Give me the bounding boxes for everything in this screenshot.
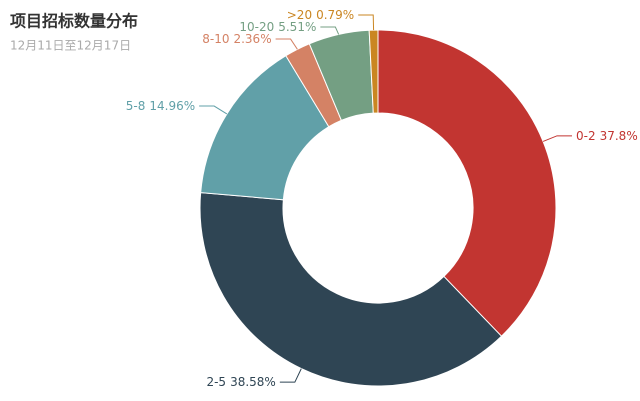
slice-label: 10-20 5.51% [239, 20, 316, 34]
slice [377, 29, 557, 337]
leader-line [279, 368, 302, 383]
category-label: 8-10 [202, 32, 229, 46]
leader-line [320, 26, 340, 35]
leader-line [275, 38, 298, 50]
slice [200, 55, 330, 201]
chart-subtitle: 12月11日至12月17日 [10, 39, 131, 53]
slice-label: 2-5 38.58% [206, 375, 275, 389]
leader-line [199, 105, 228, 115]
leader-line [542, 135, 572, 142]
value-label: 37.8% [600, 128, 638, 142]
value-label: 38.58% [230, 375, 276, 389]
slice-label: 8-10 2.36% [202, 32, 271, 46]
slice [199, 192, 503, 387]
value-label: 14.96% [149, 99, 195, 113]
slice-label: 0-2 37.8% [576, 128, 638, 142]
chart-title: 项目招标数量分布 [10, 12, 138, 31]
value-label: 0.79% [316, 8, 354, 22]
value-label: 2.36% [233, 32, 271, 46]
slice-label: >20 0.79% [287, 8, 354, 22]
slice [368, 29, 379, 114]
category-label: >20 [287, 8, 312, 22]
slice-label: 5-8 14.96% [126, 99, 195, 113]
category-label: 10-20 [239, 20, 274, 34]
leader-line [358, 14, 375, 31]
category-label: 5-8 [126, 99, 146, 113]
value-label: 5.51% [278, 20, 316, 34]
category-label: 0-2 [576, 128, 596, 142]
category-label: 2-5 [206, 375, 226, 389]
